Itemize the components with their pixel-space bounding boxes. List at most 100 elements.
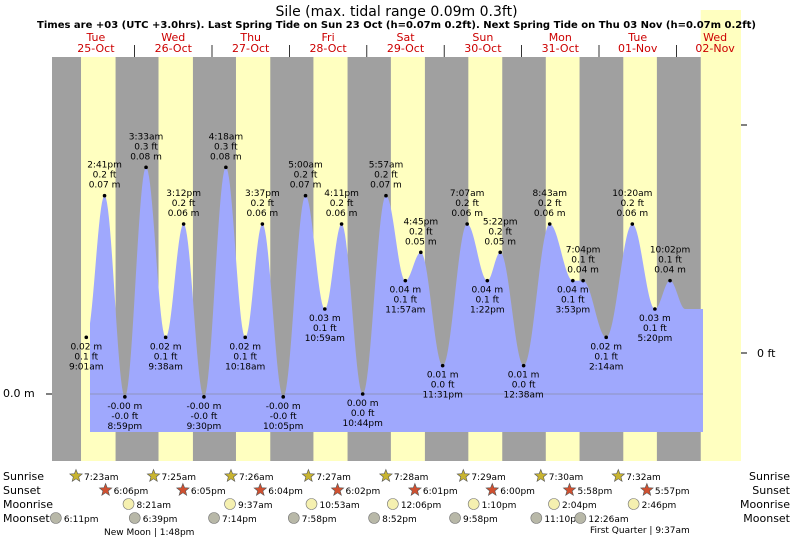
day-date: 31-Oct bbox=[542, 42, 580, 55]
tide-label: 7:04pm bbox=[566, 246, 601, 256]
moonset-icon bbox=[50, 512, 62, 524]
tide-label: 0.2 ft bbox=[374, 171, 398, 181]
moonset-icon bbox=[449, 512, 461, 524]
tide-point bbox=[485, 278, 490, 283]
tide-label: -0.00 m bbox=[186, 402, 221, 412]
tide-label: 0.0 ft bbox=[431, 381, 455, 391]
day-of-week: Fri bbox=[322, 31, 335, 44]
sunrise-icon bbox=[301, 468, 316, 482]
tide-label: 12:38am bbox=[504, 391, 544, 401]
tide-label: 0.04 m bbox=[471, 286, 503, 296]
tide-label: 0.05 m bbox=[405, 237, 437, 247]
moonset-icon bbox=[287, 512, 300, 524]
moonset-icon bbox=[574, 512, 587, 524]
sunset-time: 6:05pm bbox=[191, 487, 226, 497]
tide-label: 3:12pm bbox=[166, 189, 201, 199]
tide-point bbox=[653, 307, 657, 311]
day-of-week: Sun bbox=[472, 31, 493, 44]
tide-label: 3:37pm bbox=[245, 189, 280, 199]
day-date: 02-Nov bbox=[695, 42, 735, 55]
moon-phase-first-quarter: First Quarter | 9:37am bbox=[590, 526, 690, 536]
tide-label: 0.2 ft bbox=[538, 199, 562, 209]
day-date: 29-Oct bbox=[387, 42, 425, 55]
tide-label: 0.2 ft bbox=[172, 199, 196, 209]
tide-label: 0.1 ft bbox=[393, 296, 417, 306]
tide-label: 0.01 m bbox=[427, 371, 459, 381]
day-of-week: Wed bbox=[703, 31, 727, 44]
tide-label: 0.03 m bbox=[309, 314, 341, 324]
tide-label: 0.00 m bbox=[347, 399, 379, 409]
sunrise-icon bbox=[378, 468, 393, 482]
moonrise-icon bbox=[387, 498, 399, 510]
tide-point bbox=[465, 222, 469, 226]
tide-point bbox=[604, 335, 608, 340]
tide-point bbox=[260, 222, 265, 226]
tide-point bbox=[384, 193, 388, 198]
tide-point bbox=[419, 250, 423, 255]
tide-label: 0.02 m bbox=[229, 342, 261, 352]
tide-label: 0.06 m bbox=[326, 209, 358, 219]
moonset-time: 12:26am bbox=[588, 515, 628, 525]
tide-label: 0.1 ft bbox=[571, 256, 595, 266]
tide-label: 5:00am bbox=[288, 161, 323, 171]
tide-label: 8:43am bbox=[532, 189, 567, 199]
tide-label: 0.2 ft bbox=[620, 199, 644, 209]
tide-point bbox=[202, 395, 206, 399]
day-of-week: Sat bbox=[396, 31, 415, 44]
tide-label: 0.2 ft bbox=[488, 227, 512, 237]
tide-point bbox=[123, 395, 127, 399]
moonset-time: 11:10pm bbox=[544, 515, 584, 525]
tide-point bbox=[281, 395, 286, 399]
moonset-time: 6:39pm bbox=[143, 515, 178, 525]
tide-label: 0.07 m bbox=[290, 181, 322, 191]
day-date: 28-Oct bbox=[309, 42, 347, 55]
tide-label: 2:14am bbox=[589, 362, 624, 372]
row-label-left: Moonset bbox=[3, 512, 50, 525]
moonset-time: 9:58pm bbox=[463, 515, 498, 525]
day-of-week: Mon bbox=[549, 31, 572, 44]
moonrise-time: 9:37am bbox=[238, 501, 272, 511]
tide-label: 0.2 ft bbox=[251, 199, 275, 209]
sunset-icon bbox=[175, 482, 190, 496]
tide-label: -0.0 ft bbox=[111, 412, 138, 422]
tide-label: 0.2 ft bbox=[409, 227, 433, 237]
tide-label: 0.06 m bbox=[247, 209, 279, 219]
moonrise-icon bbox=[548, 498, 560, 510]
sunset-time: 6:00pm bbox=[500, 487, 535, 497]
tide-label: 0.2 ft bbox=[330, 199, 354, 209]
tide-label: 11:57am bbox=[385, 306, 425, 316]
sunrise-icon bbox=[146, 468, 161, 482]
tide-label: 9:01am bbox=[69, 362, 104, 372]
moonrise-time: 2:46pm bbox=[642, 501, 677, 511]
tide-label: 0.06 m bbox=[616, 209, 648, 219]
day-date: 25-Oct bbox=[77, 42, 115, 55]
tide-label: 0.3 ft bbox=[134, 142, 158, 152]
moonset-icon bbox=[368, 512, 380, 524]
moonset-time: 7:14pm bbox=[222, 515, 257, 525]
tide-point bbox=[84, 335, 89, 340]
tide-label: -0.00 m bbox=[107, 402, 142, 412]
tide-label: 1:22pm bbox=[470, 306, 505, 316]
tide-label: 0.1 ft bbox=[233, 352, 257, 362]
tide-water-area bbox=[90, 167, 703, 432]
tide-label: 0.06 m bbox=[534, 209, 566, 219]
tide-label: 0.02 m bbox=[590, 342, 622, 352]
tide-point bbox=[668, 278, 672, 283]
tide-point bbox=[571, 278, 575, 283]
